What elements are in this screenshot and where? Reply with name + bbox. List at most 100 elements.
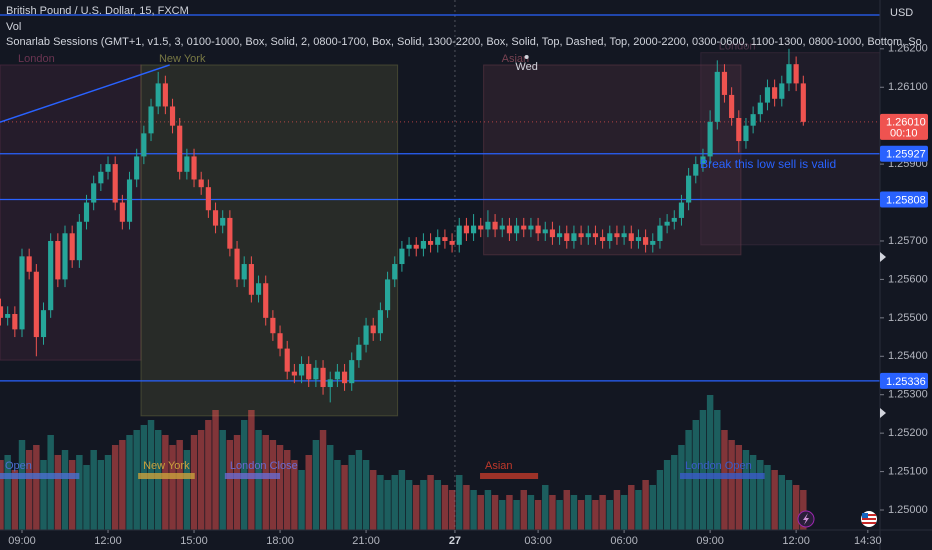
volume-bar <box>484 490 492 530</box>
candle-body <box>62 233 68 280</box>
volume-bar <box>18 440 26 530</box>
y-tick-label: 1.25700 <box>888 235 928 247</box>
volume-bar <box>742 450 750 530</box>
x-tick-label: 18:00 <box>266 535 294 547</box>
volume-bar <box>90 450 97 530</box>
candle-body <box>786 64 792 84</box>
candle-body <box>134 156 140 180</box>
session-label: London <box>719 41 756 53</box>
volume-session-label: New York <box>143 460 190 472</box>
candle-body <box>600 237 606 241</box>
candle-body <box>270 317 276 334</box>
volume-session-label: Asian <box>485 460 513 472</box>
candle-body <box>169 106 176 126</box>
candle-body <box>463 225 469 234</box>
candle-body <box>363 325 369 345</box>
volume-bar <box>434 480 441 530</box>
candle-body <box>420 240 426 249</box>
y-tick-label: 1.25000 <box>888 504 928 516</box>
volume-bar <box>176 440 183 530</box>
x-tick-label: 12:00 <box>782 535 810 547</box>
candle-body <box>291 371 297 376</box>
scroll-arrow[interactable] <box>880 408 886 418</box>
volume-bar <box>133 430 140 530</box>
volume-bar <box>68 460 76 530</box>
volume-bar <box>728 440 735 530</box>
volume-bar <box>520 490 527 530</box>
candle-body <box>614 233 620 238</box>
candle-body <box>119 202 125 222</box>
trend-line <box>0 64 170 123</box>
session-box <box>140 64 399 417</box>
volume-bar <box>735 445 743 530</box>
volume-bar <box>162 435 169 530</box>
volume-bar <box>757 460 764 530</box>
candle-body <box>664 221 670 226</box>
scroll-arrow[interactable] <box>880 252 886 262</box>
candle-body <box>578 233 584 238</box>
volume-bar <box>126 435 133 530</box>
volume-bar <box>613 490 621 530</box>
volume-bar <box>420 480 427 530</box>
volume-bar <box>628 485 635 530</box>
volume-bar <box>749 455 757 530</box>
volume-bar <box>276 445 284 530</box>
volume-bar <box>678 445 685 530</box>
candle-body <box>148 106 154 134</box>
candle-body <box>141 133 147 157</box>
candle-body <box>700 156 706 165</box>
last-price-tag <box>880 113 928 140</box>
candle-body <box>686 175 692 203</box>
x-tick-label: 09:00 <box>696 535 724 547</box>
candle-body <box>779 83 785 99</box>
volume-bar <box>785 480 793 530</box>
x-tick-label: 21:00 <box>352 535 380 547</box>
day-marker: Wed <box>515 61 537 73</box>
candle-body <box>91 183 97 203</box>
volume-bar <box>764 465 771 530</box>
flag-icon[interactable] <box>861 511 877 527</box>
volume-bar <box>534 500 542 530</box>
candle-body <box>220 217 226 226</box>
candle-body <box>707 121 713 157</box>
candle-body <box>721 71 728 95</box>
candle-body <box>320 367 326 388</box>
volume-bar <box>792 485 800 530</box>
candle-body <box>112 164 118 203</box>
y-tick-label: 1.25100 <box>888 465 928 477</box>
volume-bar <box>0 460 4 530</box>
volume-bar <box>355 450 363 530</box>
candle-body <box>729 94 735 118</box>
volume-bar <box>506 495 513 530</box>
volume-bar <box>61 450 69 530</box>
candle-body <box>248 264 254 295</box>
volume-bar <box>348 455 355 530</box>
volume-bar <box>334 460 341 530</box>
volume-bar <box>771 470 778 530</box>
candle-body <box>521 225 527 230</box>
candle-body <box>384 279 391 311</box>
volume-bar <box>599 495 606 530</box>
volume-bar <box>269 440 277 530</box>
volume-bar <box>663 460 671 530</box>
level-tag-label: 1.25336 <box>886 376 926 388</box>
level-tag-label: 1.25808 <box>886 194 926 206</box>
candle-body <box>12 314 18 330</box>
currency-label[interactable]: USD <box>890 7 913 19</box>
volume-bar <box>441 485 449 530</box>
candle-body <box>370 325 376 334</box>
candle-body <box>506 225 513 234</box>
candle-body <box>69 233 75 261</box>
volume-bar <box>448 490 456 530</box>
candle-body <box>607 233 613 241</box>
candle-body <box>571 233 577 241</box>
volume-bar <box>542 485 549 530</box>
volume-bar <box>319 430 327 530</box>
volume-bar <box>233 435 241 530</box>
volume-bar <box>169 445 176 530</box>
candle-body <box>356 344 362 361</box>
candle-body <box>234 248 240 280</box>
candle-body <box>442 237 448 241</box>
lightning-icon[interactable] <box>797 510 815 528</box>
candle-body <box>191 156 197 180</box>
